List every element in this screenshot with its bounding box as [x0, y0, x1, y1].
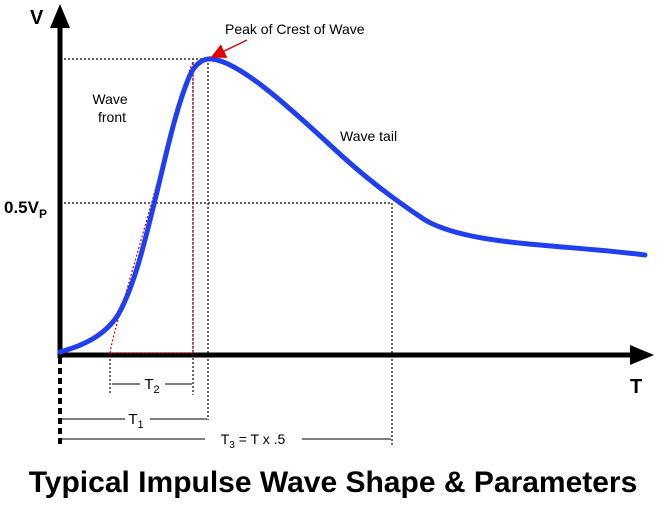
t3-label: T3 = T x .5 [221, 431, 286, 451]
impulse-wave-curve [57, 56, 648, 355]
x-axis-label: T [630, 376, 642, 398]
t2-label: T2 [144, 376, 159, 396]
x-axis-arrowhead [630, 345, 654, 365]
wave-tail-label: Wave tail [340, 128, 397, 144]
peak-arrow [210, 39, 248, 58]
wave-front-label: Wave front [92, 91, 131, 125]
diagram-title: Typical Impulse Wave Shape & Parameters [29, 466, 638, 499]
y-axis-label: V [30, 7, 44, 29]
y-axis-arrowhead [50, 4, 70, 28]
half-peak-label: 0.5VP [4, 198, 47, 221]
peak-annotation: Peak of Crest of Wave [225, 21, 365, 37]
construction-front-line [109, 61, 194, 354]
t1-label: T1 [128, 411, 143, 431]
